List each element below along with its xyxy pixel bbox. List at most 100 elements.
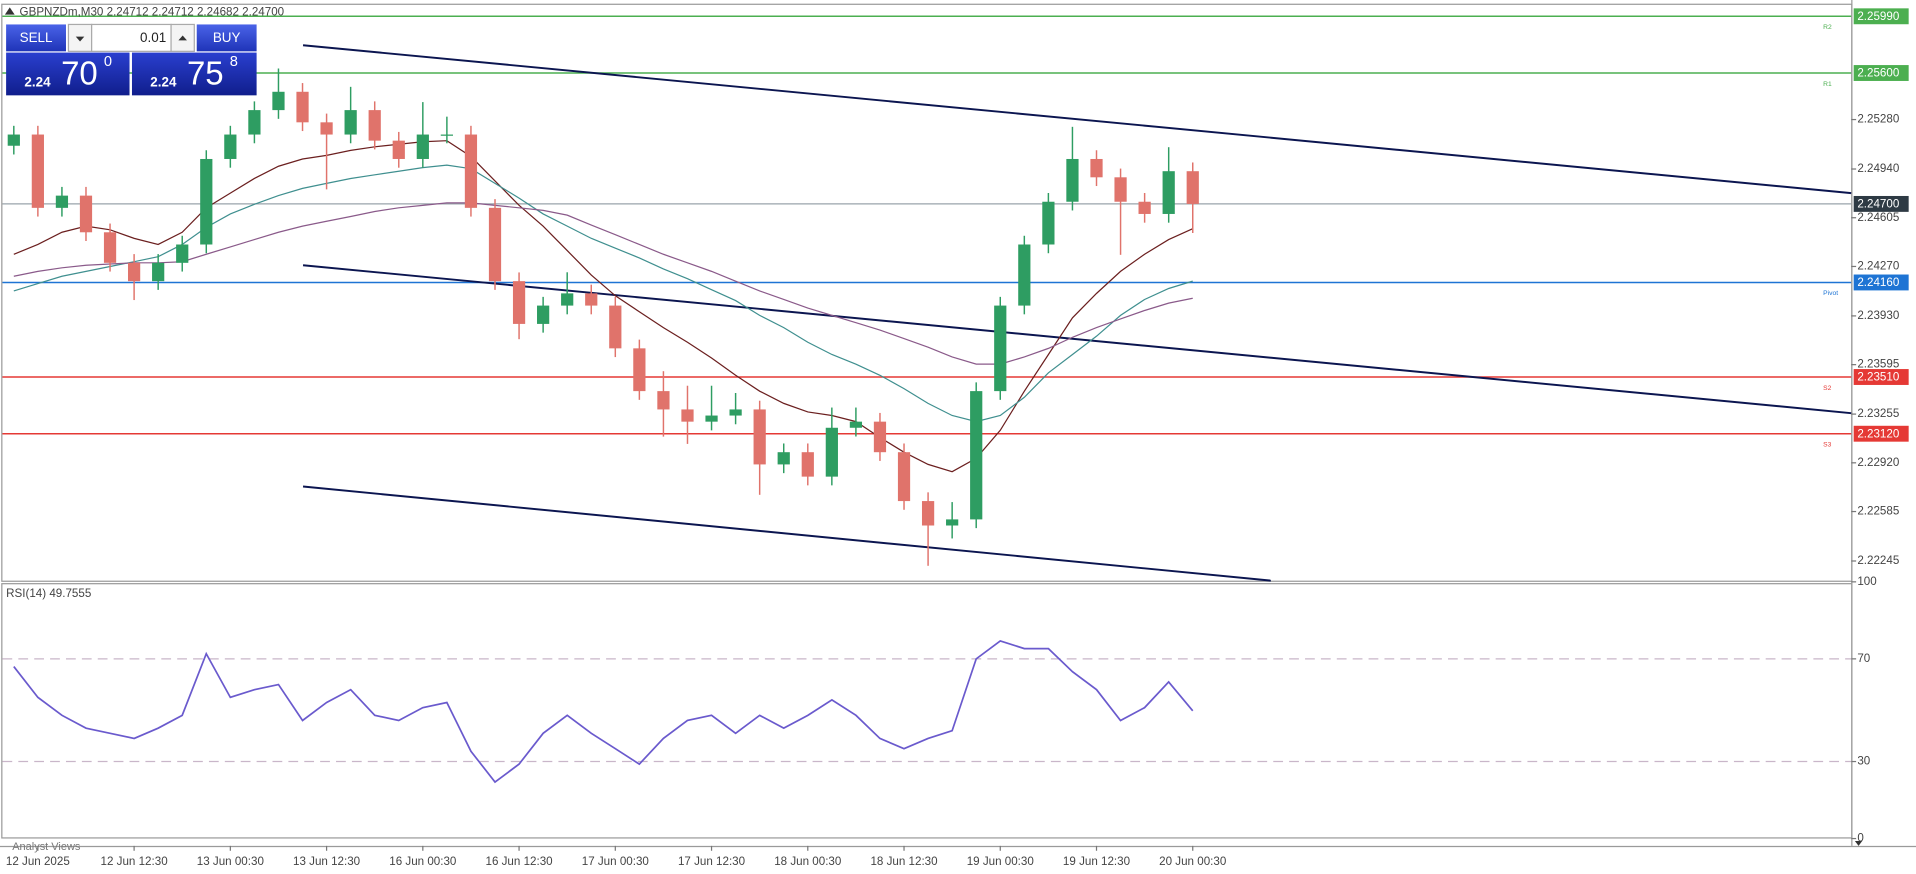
- level-name: S2: [1823, 385, 1831, 392]
- x-tick-label: 13 Jun 00:30: [197, 855, 264, 868]
- x-tick-label: 17 Jun 00:30: [582, 855, 649, 868]
- x-tick-label: 18 Jun 12:30: [870, 855, 937, 868]
- ask-big: 2.24: [150, 75, 177, 90]
- candle-body: [1162, 171, 1175, 214]
- y-tick-label: 2.22585: [1857, 505, 1899, 518]
- candle-body: [320, 122, 333, 135]
- level-name: R1: [1823, 81, 1832, 88]
- candle-body: [152, 262, 165, 282]
- rsi-panel-frame: [1, 583, 1853, 839]
- candle-body: [1138, 201, 1151, 214]
- last-price-box: [1853, 195, 1909, 212]
- y-tick-label: 2.24270: [1857, 260, 1899, 273]
- candle-body: [7, 134, 20, 146]
- x-tick-label: 16 Jun 00:30: [389, 855, 456, 868]
- level-name: R2: [1823, 24, 1832, 31]
- last-price-label: 2.24700: [1857, 198, 1899, 211]
- level-label: 2.24160: [1857, 276, 1899, 289]
- footer-tab[interactable]: Analyst Views: [12, 841, 81, 853]
- y-tick-label: 2.22920: [1857, 456, 1899, 469]
- candle-body: [873, 421, 887, 453]
- indicator-title: RSI(14) 49.7555: [6, 587, 91, 600]
- ma-layer: [13, 140, 1193, 473]
- channel-middle: [302, 264, 1852, 415]
- bid-pips: 70: [61, 55, 98, 92]
- sell-button[interactable]: [6, 24, 66, 52]
- rsi-layer: [2, 639, 1852, 784]
- candle-body: [729, 409, 742, 416]
- levels-layer: R2 R1 Pivot S2 S3: [2, 15, 1852, 449]
- candle-body: [344, 110, 357, 135]
- candle-body: [79, 195, 93, 233]
- x-tick-label: 19 Jun 12:30: [1063, 855, 1130, 868]
- level-label: 2.23120: [1857, 427, 1899, 440]
- candle-body: [994, 305, 1007, 392]
- candle-body: [681, 409, 694, 422]
- level-label: 2.25600: [1857, 67, 1899, 80]
- candle-body: [585, 293, 598, 306]
- x-tick-label: 12 Jun 12:30: [101, 855, 168, 868]
- candle-body: [825, 427, 838, 477]
- level-label-box: [1853, 274, 1909, 291]
- x-tick-label: 17 Jun 12:30: [678, 855, 745, 868]
- candle-body: [127, 262, 141, 282]
- candle-body: [609, 305, 622, 349]
- candle-body: [1042, 201, 1055, 245]
- x-tick-label: 18 Jun 00:30: [774, 855, 841, 868]
- candle-body: [1090, 158, 1103, 178]
- bid-big: 2.24: [24, 75, 51, 90]
- y-tick-label: 2.24605: [1857, 211, 1899, 224]
- candle-body: [176, 244, 189, 263]
- level-name: S3: [1823, 442, 1831, 449]
- price-panel-frame: [1, 3, 1853, 582]
- level-label-box: [1853, 8, 1909, 25]
- candle-body: [777, 452, 790, 465]
- rsi-line: [13, 639, 1194, 784]
- ask-box[interactable]: [131, 52, 257, 96]
- candle-body: [946, 519, 959, 526]
- indicator-name: RSI(14): [6, 587, 46, 600]
- ask-pips: 75: [187, 55, 224, 92]
- channel-upper: [302, 44, 1852, 195]
- candle-body: [921, 501, 935, 526]
- candle-body: [416, 134, 429, 159]
- candle-body: [464, 134, 478, 208]
- candle-body: [272, 91, 285, 111]
- y-tick-label: 2.23930: [1857, 309, 1899, 322]
- y-tick-label: 2.25280: [1857, 113, 1899, 126]
- level-name: Pivot: [1823, 290, 1838, 297]
- y-tick-label: 2.23255: [1857, 407, 1899, 420]
- moving-average: [13, 202, 1193, 365]
- rsi-tick-label: 0: [1857, 832, 1863, 845]
- candle-body: [633, 348, 646, 392]
- trade-panel: SELL 0.01 BUY 2.24 70 0 2.24 75 8: [6, 23, 257, 96]
- candle-body: [440, 134, 453, 136]
- sell-label: SELL: [20, 30, 53, 45]
- level-label-box: [1853, 369, 1909, 385]
- chart-title: GBPNZDm,M30 2.24712 2.24712 2.24682 2.24…: [20, 5, 285, 18]
- candle-body: [801, 452, 814, 477]
- level-label-box: [1853, 425, 1909, 442]
- channel-lower: [302, 485, 1271, 582]
- collapse-icon[interactable]: [4, 7, 15, 15]
- indicator-value: 49.7555: [49, 587, 91, 600]
- candle-body: [657, 391, 670, 410]
- candle-body: [224, 134, 237, 159]
- buy-button[interactable]: [196, 24, 257, 52]
- candle-body: [31, 134, 44, 208]
- candle-body: [248, 110, 261, 135]
- y-tick-label: 2.24940: [1857, 162, 1899, 175]
- bid-box[interactable]: [6, 52, 130, 96]
- candle-body: [970, 391, 983, 520]
- lot-value: 0.01: [140, 30, 166, 45]
- lot-up-arrow: [178, 35, 187, 41]
- y-tick-label: 2.22245: [1857, 554, 1899, 567]
- candle-body: [1066, 158, 1079, 202]
- lot-down-arrow: [75, 36, 85, 42]
- candle-body: [849, 421, 863, 428]
- scroll-icon[interactable]: [1854, 840, 1863, 846]
- candle-body: [200, 158, 213, 245]
- candle-body: [1018, 244, 1031, 306]
